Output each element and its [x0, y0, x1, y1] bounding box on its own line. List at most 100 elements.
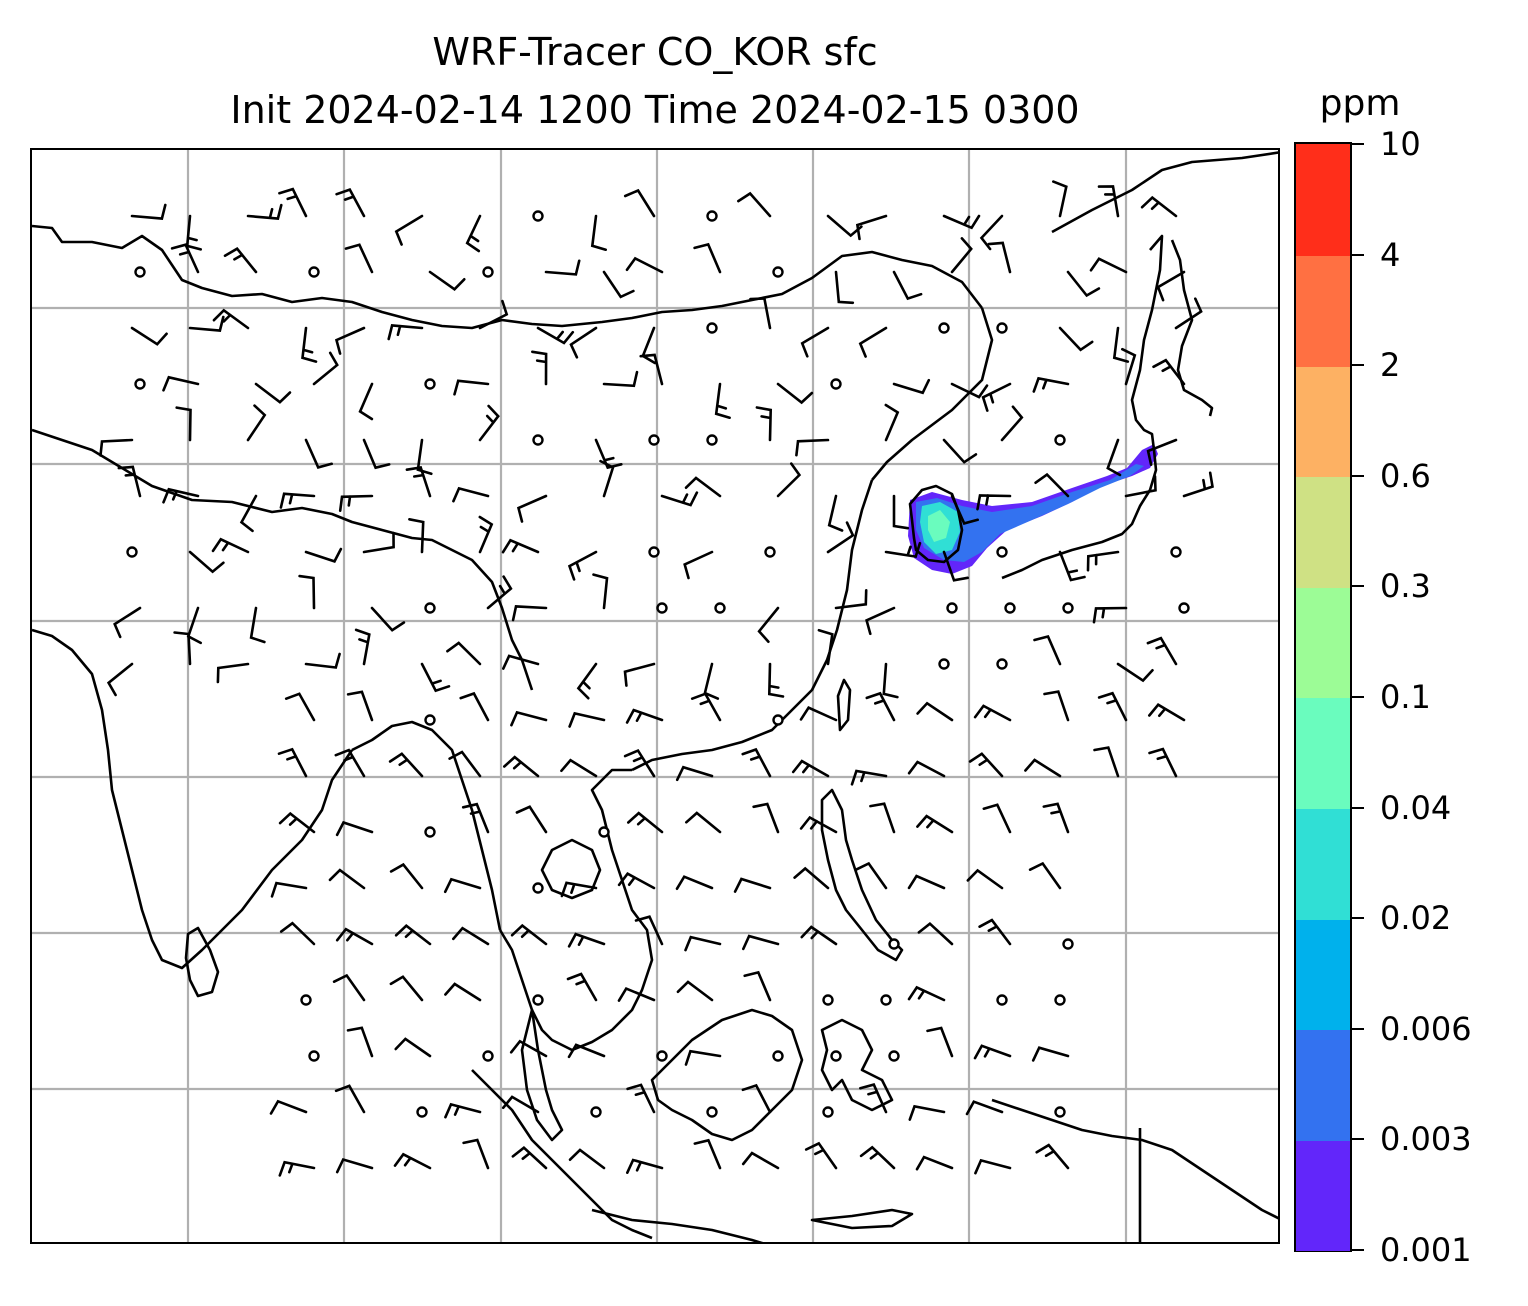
wind-barb: [278, 187, 308, 218]
calm-marker: [1054, 434, 1066, 446]
colorbar-segment: [1296, 1028, 1350, 1141]
colorbar-tick: [1352, 1138, 1364, 1141]
wind-barb: [567, 1043, 606, 1059]
wind-barb: [684, 476, 722, 498]
wind-barb: [284, 692, 316, 722]
calm-marker: [1178, 602, 1190, 614]
wind-barb: [328, 868, 366, 890]
wind-barb: [892, 494, 910, 530]
wind-barbs: [99, 180, 1214, 1177]
wind-barb: [394, 923, 432, 946]
wind-barb: [1182, 471, 1214, 498]
wind-barb: [503, 755, 540, 778]
wind-barb: [567, 932, 606, 948]
wind-barb: [641, 326, 657, 365]
wind-barb: [684, 935, 722, 952]
calm-marker: [134, 266, 146, 278]
wind-barb: [592, 573, 609, 610]
wind-barb: [486, 575, 513, 610]
calm-marker: [706, 210, 718, 222]
wind-barb: [1000, 405, 1024, 442]
wind-barb: [942, 214, 981, 230]
calm-marker: [714, 602, 726, 614]
calm-marker: [764, 546, 776, 558]
calm-marker: [1054, 1106, 1066, 1118]
wind-barb: [531, 350, 548, 386]
wind-barb: [973, 704, 1012, 722]
wind-barb: [346, 690, 374, 722]
colorbar-segment: [1296, 254, 1350, 367]
wind-barb: [560, 881, 598, 898]
calm-marker: [830, 1050, 842, 1062]
wind-barb: [907, 985, 946, 1002]
wind-barb: [684, 1049, 722, 1066]
wind-barb: [1043, 690, 1070, 722]
wind-barb: [741, 1083, 772, 1114]
colorbar-tick-label: 10: [1380, 125, 1421, 163]
wind-barb: [869, 802, 896, 834]
coastline-malay: [520, 1008, 564, 1142]
colorbar-tick: [1352, 1249, 1364, 1251]
wind-barb: [973, 1044, 1012, 1060]
colorbar-tick-label: 4: [1380, 235, 1401, 274]
wind-barb: [755, 406, 773, 442]
wind-barb: [170, 243, 200, 274]
calm-marker: [706, 322, 718, 334]
wind-barb: [420, 662, 451, 693]
wind-barb: [1097, 691, 1128, 722]
calm-marker: [996, 658, 1008, 670]
wind-barb: [676, 980, 714, 1002]
calm-marker: [1062, 602, 1074, 614]
calm-markers: [126, 210, 1190, 1118]
wind-barb: [974, 1158, 1012, 1175]
wind-barb: [188, 550, 225, 574]
wind-barb: [428, 270, 466, 292]
calm-marker: [308, 1050, 320, 1062]
wind-barb: [334, 748, 366, 778]
wind-barb: [246, 404, 267, 442]
wind-barb: [246, 203, 283, 220]
wind-barb: [908, 1104, 946, 1121]
wind-barb: [965, 1100, 1004, 1116]
colorbar-tick: [1352, 253, 1364, 256]
wind-barb: [452, 486, 490, 503]
wind-barb: [859, 1083, 888, 1114]
coastline-japan-sea: [871, 307, 994, 481]
wind-barb: [1106, 438, 1122, 477]
wind-barb: [446, 641, 482, 666]
wind-barb: [1024, 758, 1062, 778]
wind-barb: [211, 537, 250, 554]
wind-barb: [623, 748, 656, 778]
coastline-borneo: [650, 1008, 804, 1142]
wind-barb: [968, 752, 1004, 778]
wind-barb: [394, 1037, 432, 1058]
wind-barb: [693, 242, 722, 274]
wind-barb: [799, 706, 838, 722]
wind-barb: [510, 710, 548, 727]
wind-barb: [752, 802, 780, 834]
wind-barb: [926, 1026, 954, 1058]
wind-barb: [685, 811, 722, 834]
tracer-plume-peak: [928, 510, 950, 542]
map-subtitle: Init 2024-02-14 1200 Time 2024-02-15 030…: [230, 88, 1080, 132]
calm-marker: [126, 546, 138, 558]
wind-barb: [536, 326, 575, 345]
wind-barb: [370, 606, 406, 632]
calm-marker: [938, 658, 950, 670]
calm-marker: [888, 938, 900, 950]
wind-barb: [312, 351, 339, 386]
wind-barb: [212, 308, 250, 330]
coastline-sulawesi: [820, 1018, 894, 1112]
wind-barb: [1028, 861, 1062, 890]
wind-barb: [387, 324, 424, 341]
wind-barb: [976, 494, 1012, 511]
coastline-sakhalin: [1001, 234, 1164, 580]
wind-barb: [602, 270, 635, 299]
wind-barb: [335, 188, 366, 218]
calm-marker: [424, 826, 436, 838]
colorbar-tick-label: 0.001: [1380, 1231, 1472, 1269]
wind-barb: [335, 927, 374, 946]
wind-barb: [448, 750, 482, 778]
calm-marker: [946, 602, 958, 614]
wind-barb: [634, 915, 664, 946]
